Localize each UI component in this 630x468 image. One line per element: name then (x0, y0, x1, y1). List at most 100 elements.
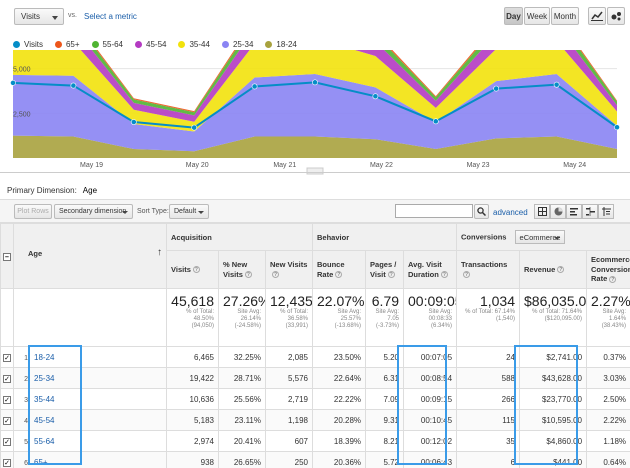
column-header-revenue[interactable]: Revenue? (519, 250, 588, 289)
age-link[interactable]: 18-24 (34, 352, 55, 362)
age-link[interactable]: 25-34 (34, 373, 55, 383)
data-cell: 24 (456, 346, 521, 368)
x-tick-label: May 21 (273, 162, 296, 169)
pivot-view-button[interactable] (598, 204, 614, 219)
column-header-bounce-rate[interactable]: Bounce Rate? (312, 250, 367, 289)
visits-point[interactable] (493, 85, 500, 92)
legend-swatch (13, 40, 20, 48)
visits-point[interactable] (372, 93, 379, 100)
age-link[interactable]: 65+ (34, 457, 48, 467)
row-checkbox[interactable]: ✓ (3, 353, 11, 362)
age-cell: 1. 18-24 (13, 346, 167, 368)
help-icon[interactable]: ? (440, 271, 448, 279)
select-all-checkbox[interactable]: – (3, 252, 11, 261)
conversion-goal-select[interactable]: eCommerce (514, 230, 565, 244)
total-subtext: Site Avg: 25.57% (-13.68%) (334, 309, 362, 330)
legend-swatch (135, 40, 143, 48)
age-cell: 3. 35-44 (13, 388, 167, 410)
total-cell: 00:09:05Site Avg: 00:08:33 (6.34%) (403, 288, 458, 347)
secondary-dimension-select[interactable]: Secondary dimension (54, 204, 133, 219)
visits-point[interactable] (251, 83, 258, 90)
visits-point[interactable] (553, 81, 560, 88)
column-header-label: Avg. Visit Duration (408, 260, 442, 279)
select-metric-link[interactable]: Select a metric (84, 12, 137, 21)
column-header-label: Transactions (461, 260, 508, 270)
help-icon[interactable]: ? (557, 266, 565, 274)
total-cell: 1,034% of Total: 67.14% (1,540) (456, 288, 521, 347)
line-chart-icon (591, 11, 603, 21)
visits-point[interactable] (312, 79, 318, 86)
data-cell: $23,770.00 (519, 388, 588, 410)
data-cell: 32.25% (218, 346, 266, 368)
column-header-ecommerce-conversion-rate[interactable]: Ecommerce Conversion Rate? (586, 250, 630, 289)
column-header-new-visits[interactable]: New Visits? (264, 250, 314, 289)
visits-point[interactable] (191, 124, 198, 131)
row-checkbox[interactable]: ✓ (3, 395, 11, 404)
advanced-filter-link[interactable]: advanced (493, 208, 528, 217)
row-checkbox[interactable]: ✓ (3, 437, 11, 446)
help-icon[interactable]: ? (192, 266, 200, 274)
plot-rows-button[interactable]: Plot Rows (14, 204, 52, 219)
chevron-down-icon (198, 211, 204, 214)
column-header-avg-visit-duration[interactable]: Avg. Visit Duration? (403, 250, 458, 289)
help-icon[interactable]: ? (335, 271, 343, 279)
total-cell: 12,435% of Total: 36.58% (33,991) (264, 288, 314, 347)
chart-resize-handle[interactable] (306, 167, 324, 175)
search-icon (477, 207, 486, 216)
sort-type-select[interactable]: Default (169, 204, 209, 219)
total-value: 27.26% (223, 293, 265, 309)
pie-icon (554, 207, 562, 216)
chart-divider (0, 172, 630, 173)
data-view-button[interactable] (534, 204, 550, 219)
column-header-visits[interactable]: Visits? (166, 250, 219, 289)
row-number: 2. (24, 375, 30, 383)
visits-point[interactable] (10, 79, 16, 86)
table-search-input[interactable] (395, 204, 473, 218)
primary-dimension-value[interactable]: Age (82, 186, 98, 195)
visits-point[interactable] (614, 124, 620, 131)
data-cell: 5.72 (365, 451, 405, 468)
row-number: 1. (24, 354, 30, 362)
row-checkbox[interactable]: ✓ (3, 458, 11, 467)
data-cell: 22.64% (312, 367, 367, 389)
percentage-view-button[interactable] (550, 204, 566, 219)
data-cell: 607 (264, 430, 314, 452)
help-icon[interactable]: ? (387, 271, 395, 279)
comparison-view-button[interactable] (582, 204, 598, 219)
data-cell: 588 (456, 367, 521, 389)
data-cell: $2,741.00 (519, 346, 588, 368)
age-link[interactable]: 35-44 (34, 394, 55, 404)
age-link[interactable]: 45-54 (34, 415, 55, 425)
age-link[interactable]: 55-64 (34, 436, 55, 446)
line-chart-button[interactable] (588, 7, 606, 25)
performance-view-button[interactable] (566, 204, 582, 219)
column-header--new-visits[interactable]: % New Visits? (218, 250, 266, 289)
total-value: 1,034 (479, 293, 516, 309)
column-header-age[interactable]: Age ↑ (13, 223, 167, 289)
help-icon[interactable]: ? (272, 271, 279, 279)
motion-chart-button[interactable] (607, 7, 625, 25)
period-month-button[interactable]: Month (551, 7, 579, 25)
help-icon[interactable]: ? (463, 271, 471, 279)
row-checkbox[interactable]: ✓ (3, 374, 11, 383)
column-header-pages-visit[interactable]: Pages / Visit? (365, 250, 405, 289)
column-header-transactions[interactable]: Transactions? (456, 250, 521, 289)
metric-select[interactable]: Visits (14, 8, 64, 25)
visits-point[interactable] (432, 118, 439, 125)
group-acquisition: Acquisition (165, 223, 314, 251)
row-checkbox[interactable]: ✓ (3, 416, 11, 425)
row-number: 5. (24, 438, 30, 446)
period-day-button[interactable]: Day (504, 7, 523, 25)
total-cell: 45,618% of Total: 48.50% (94,050) (166, 288, 219, 347)
pivot-icon (601, 207, 611, 216)
data-cell: 00:12:02 (403, 430, 458, 452)
period-week-button[interactable]: Week (524, 7, 550, 25)
legend-label: 25-34 (232, 39, 254, 49)
help-icon[interactable]: ? (609, 275, 617, 283)
help-icon[interactable]: ? (244, 271, 252, 279)
search-button[interactable] (474, 204, 489, 219)
visits-point[interactable] (70, 82, 77, 89)
visits-point[interactable] (130, 119, 137, 125)
data-cell: 0.64% (586, 451, 630, 468)
data-cell: 25.56% (218, 388, 266, 410)
